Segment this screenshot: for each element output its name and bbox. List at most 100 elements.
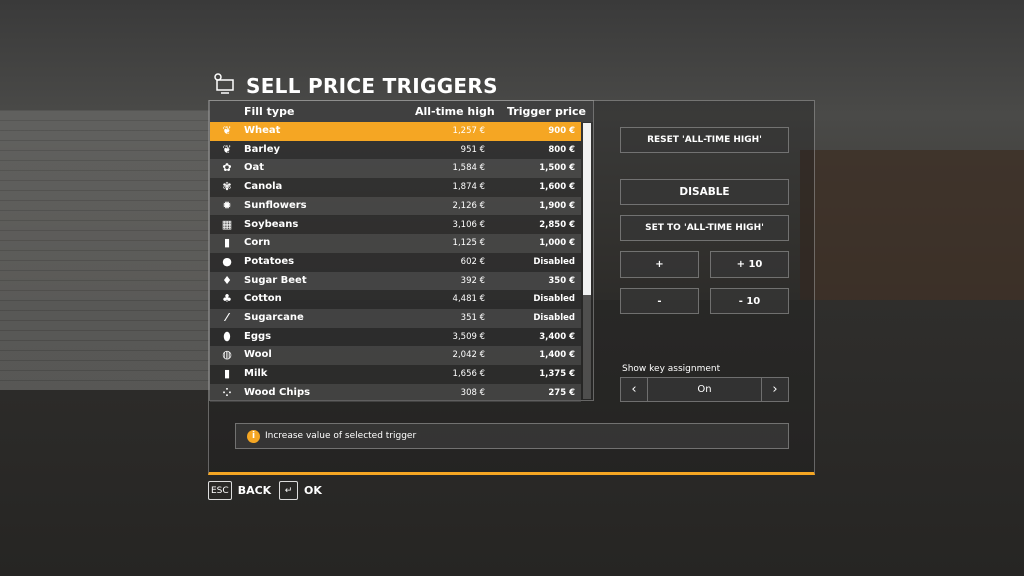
info-icon: i	[247, 430, 260, 443]
milk-icon: ▮	[223, 367, 231, 381]
fill-type-name: Barley	[244, 143, 281, 155]
table-row[interactable]: ✿ Oat 1,584 € 1,500 €	[210, 159, 581, 179]
decrease-button[interactable]: -	[620, 288, 699, 314]
table-row[interactable]: ◍ Wool 2,042 € 1,400 €	[210, 346, 581, 366]
table-row[interactable]: ✾ Canola 1,874 € 1,600 €	[210, 178, 581, 197]
reset-all-time-high-button[interactable]: RESET 'ALL-TIME HIGH'	[620, 127, 789, 153]
table-row[interactable]: ▮ Corn 1,125 € 1,000 €	[210, 234, 581, 253]
table-row[interactable]: ⬮ Eggs 3,509 € 3,400 €	[210, 327, 581, 347]
fill-type-name: Sugar Beet	[244, 274, 307, 286]
soybean-icon: ▦	[221, 217, 233, 231]
background-wall	[0, 110, 210, 390]
table-row[interactable]: ⁄ Sugarcane 351 € Disabled	[210, 309, 581, 328]
all-time-high-value: 1,257 €	[452, 126, 485, 136]
esc-key-icon: ESC	[208, 481, 232, 500]
table-row[interactable]: ▦ Soybeans 3,106 € 2,850 €	[210, 215, 581, 235]
header-fill-type: Fill type	[244, 105, 295, 118]
all-time-high-value: 2,126 €	[452, 200, 485, 211]
oat-icon: ✿	[222, 161, 232, 175]
trigger-price-value: 3,400 €	[539, 331, 575, 342]
trigger-price-value: 1,400 €	[539, 350, 575, 361]
background-barn	[800, 150, 1024, 300]
corn-icon: ▮	[223, 236, 231, 250]
sunflower-icon: ✹	[222, 198, 232, 212]
increase-10-button[interactable]: + 10	[710, 251, 789, 278]
header-all-time-high: All-time high	[415, 105, 495, 118]
table-row[interactable]: ❦ Wheat 1,257 € 900 €	[210, 122, 581, 141]
table-row[interactable]: ♦ Sugar Beet 392 € 350 €	[210, 271, 581, 291]
table-row[interactable]: ❦ Barley 951 € 800 €	[210, 140, 581, 160]
settings-monitor-icon	[214, 73, 234, 94]
fill-type-name: Oat	[244, 162, 265, 174]
fill-type-name: Cotton	[244, 293, 282, 305]
table-row[interactable]: ● Potatoes 602 € Disabled	[210, 252, 581, 272]
all-time-high-value: 1,874 €	[452, 182, 485, 193]
table-row[interactable]: ▮ Milk 1,656 € 1,375 €	[210, 365, 581, 384]
all-time-high-value: 4,481 €	[452, 294, 485, 305]
all-time-high-value: 951 €	[460, 144, 485, 155]
trigger-price-value: 1,600 €	[539, 182, 575, 193]
fill-type-name: Corn	[244, 237, 271, 249]
ok-button[interactable]: ↵ OK	[279, 481, 322, 500]
header-trigger-price: Trigger price	[507, 105, 587, 118]
all-time-high-value: 3,509 €	[452, 331, 485, 342]
fill-type-name: Soybeans	[244, 218, 299, 230]
ok-label: OK	[304, 484, 322, 497]
trigger-price-value: 1,000 €	[539, 238, 575, 249]
canola-icon: ✾	[222, 180, 232, 194]
info-text: Increase value of selected trigger	[265, 431, 417, 441]
key-assignment-label: Show key assignment	[622, 364, 721, 374]
trigger-price-value: 1,375 €	[539, 369, 575, 380]
enter-key-icon: ↵	[279, 481, 298, 500]
sugarcane-icon: ⁄	[226, 311, 228, 324]
trigger-table: Fill type All-time high Trigger price ❦ …	[209, 100, 594, 403]
trigger-price-value: 350 €	[548, 275, 575, 286]
scrollbar[interactable]	[583, 123, 591, 399]
trigger-price-value: Disabled	[533, 313, 575, 323]
table-row[interactable]: ✹ Sunflowers 2,126 € 1,900 €	[210, 196, 581, 216]
all-time-high-value: 1,125 €	[452, 238, 485, 249]
fill-type-name: Sugarcane	[244, 312, 304, 323]
wheat-icon: ❦	[222, 124, 232, 137]
wool-icon: ◍	[222, 348, 232, 362]
trigger-price-value: 1,900 €	[539, 200, 575, 211]
set-to-all-time-high-button[interactable]: SET TO 'ALL-TIME HIGH'	[620, 215, 789, 241]
all-time-high-value: 308 €	[460, 387, 485, 398]
trigger-price-value: Disabled	[533, 256, 575, 267]
chevron-right-icon[interactable]: ›	[772, 382, 778, 397]
fill-type-name: Milk	[244, 368, 268, 380]
key-assignment-selector[interactable]: ‹ On ›	[620, 377, 789, 402]
all-time-high-value: 351 €	[460, 313, 485, 323]
info-bar: i Increase value of selected trigger	[235, 423, 789, 449]
trigger-price-value: 900 €	[548, 126, 575, 136]
fill-type-name: Wool	[244, 349, 272, 361]
decrease-10-button[interactable]: - 10	[710, 288, 789, 314]
fill-type-name: Wood Chips	[244, 386, 311, 398]
back-button[interactable]: ESC BACK	[208, 481, 271, 500]
table-row[interactable]: ♣ Cotton 4,481 € Disabled	[210, 290, 581, 309]
chevron-left-icon[interactable]: ‹	[631, 382, 637, 397]
fill-type-name: Eggs	[244, 330, 272, 342]
disable-button[interactable]: DISABLE	[620, 179, 789, 205]
wood-chips-icon: ⁘	[222, 385, 232, 399]
back-label: BACK	[237, 484, 272, 497]
fill-type-name: Canola	[244, 181, 283, 193]
all-time-high-value: 392 €	[460, 275, 485, 286]
fill-type-name: Potatoes	[244, 255, 295, 267]
all-time-high-value: 1,584 €	[452, 163, 485, 174]
all-time-high-value: 1,656 €	[452, 369, 485, 380]
cotton-icon: ♣	[222, 292, 232, 306]
barley-icon: ❦	[222, 142, 232, 156]
all-time-high-value: 2,042 €	[452, 350, 485, 361]
trigger-price-value: 1,500 €	[539, 163, 575, 174]
increase-button[interactable]: +	[620, 251, 699, 278]
table-row[interactable]: ⁘ Wood Chips 308 € 275 €	[210, 383, 581, 403]
page-title: SELL PRICE TRIGGERS	[246, 74, 498, 98]
all-time-high-value: 3,106 €	[452, 219, 485, 230]
scrollbar-thumb[interactable]	[583, 123, 591, 295]
table-header: Fill type All-time high Trigger price	[210, 101, 593, 122]
trigger-price-value: 275 €	[548, 387, 575, 398]
all-time-high-value: 602 €	[460, 256, 485, 267]
trigger-price-value: 800 €	[548, 144, 575, 155]
fill-type-name: Sunflowers	[244, 199, 307, 211]
